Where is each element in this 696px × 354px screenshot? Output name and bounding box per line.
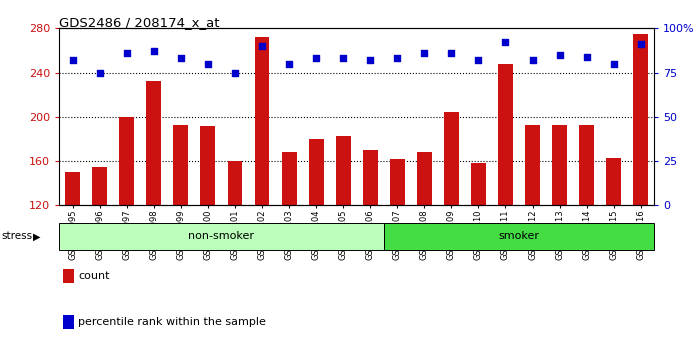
Text: non-smoker: non-smoker xyxy=(189,231,255,241)
Point xyxy=(392,56,403,61)
Bar xyxy=(444,113,459,205)
Bar xyxy=(579,125,594,205)
Point xyxy=(94,70,105,75)
Point xyxy=(256,43,267,49)
Point xyxy=(446,50,457,56)
Point xyxy=(365,57,376,63)
Bar xyxy=(282,152,296,205)
Bar xyxy=(309,139,324,205)
Point xyxy=(419,50,430,56)
Text: GDS2486 / 208174_x_at: GDS2486 / 208174_x_at xyxy=(59,16,220,29)
Text: ▶: ▶ xyxy=(33,232,41,241)
Bar xyxy=(498,64,513,205)
Bar xyxy=(228,161,242,205)
Point xyxy=(175,56,187,61)
Point xyxy=(608,61,619,67)
Point xyxy=(67,57,78,63)
Bar xyxy=(383,223,654,250)
Text: percentile rank within the sample: percentile rank within the sample xyxy=(78,317,266,327)
Bar xyxy=(93,167,107,205)
Point xyxy=(203,61,214,67)
Point xyxy=(473,57,484,63)
Bar xyxy=(255,37,269,205)
Point xyxy=(500,40,511,45)
Point xyxy=(148,48,159,54)
Bar xyxy=(390,159,404,205)
Bar xyxy=(417,152,432,205)
Point xyxy=(581,54,592,59)
Bar xyxy=(59,223,383,250)
Point xyxy=(635,41,647,47)
Point xyxy=(230,70,241,75)
Bar xyxy=(119,117,134,205)
Text: count: count xyxy=(78,271,109,281)
Bar xyxy=(146,81,161,205)
Point xyxy=(338,56,349,61)
Bar xyxy=(552,125,567,205)
Bar xyxy=(335,136,351,205)
Point xyxy=(527,57,538,63)
Point xyxy=(121,50,132,56)
Point xyxy=(554,52,565,58)
Text: smoker: smoker xyxy=(498,231,539,241)
Bar xyxy=(65,172,80,205)
Point xyxy=(283,61,294,67)
Point xyxy=(310,56,322,61)
Bar xyxy=(633,34,648,205)
Bar xyxy=(363,150,378,205)
Bar xyxy=(525,125,540,205)
Bar xyxy=(200,126,215,205)
Bar xyxy=(173,125,189,205)
Bar xyxy=(471,163,486,205)
Text: stress: stress xyxy=(1,232,33,241)
Bar xyxy=(606,158,621,205)
